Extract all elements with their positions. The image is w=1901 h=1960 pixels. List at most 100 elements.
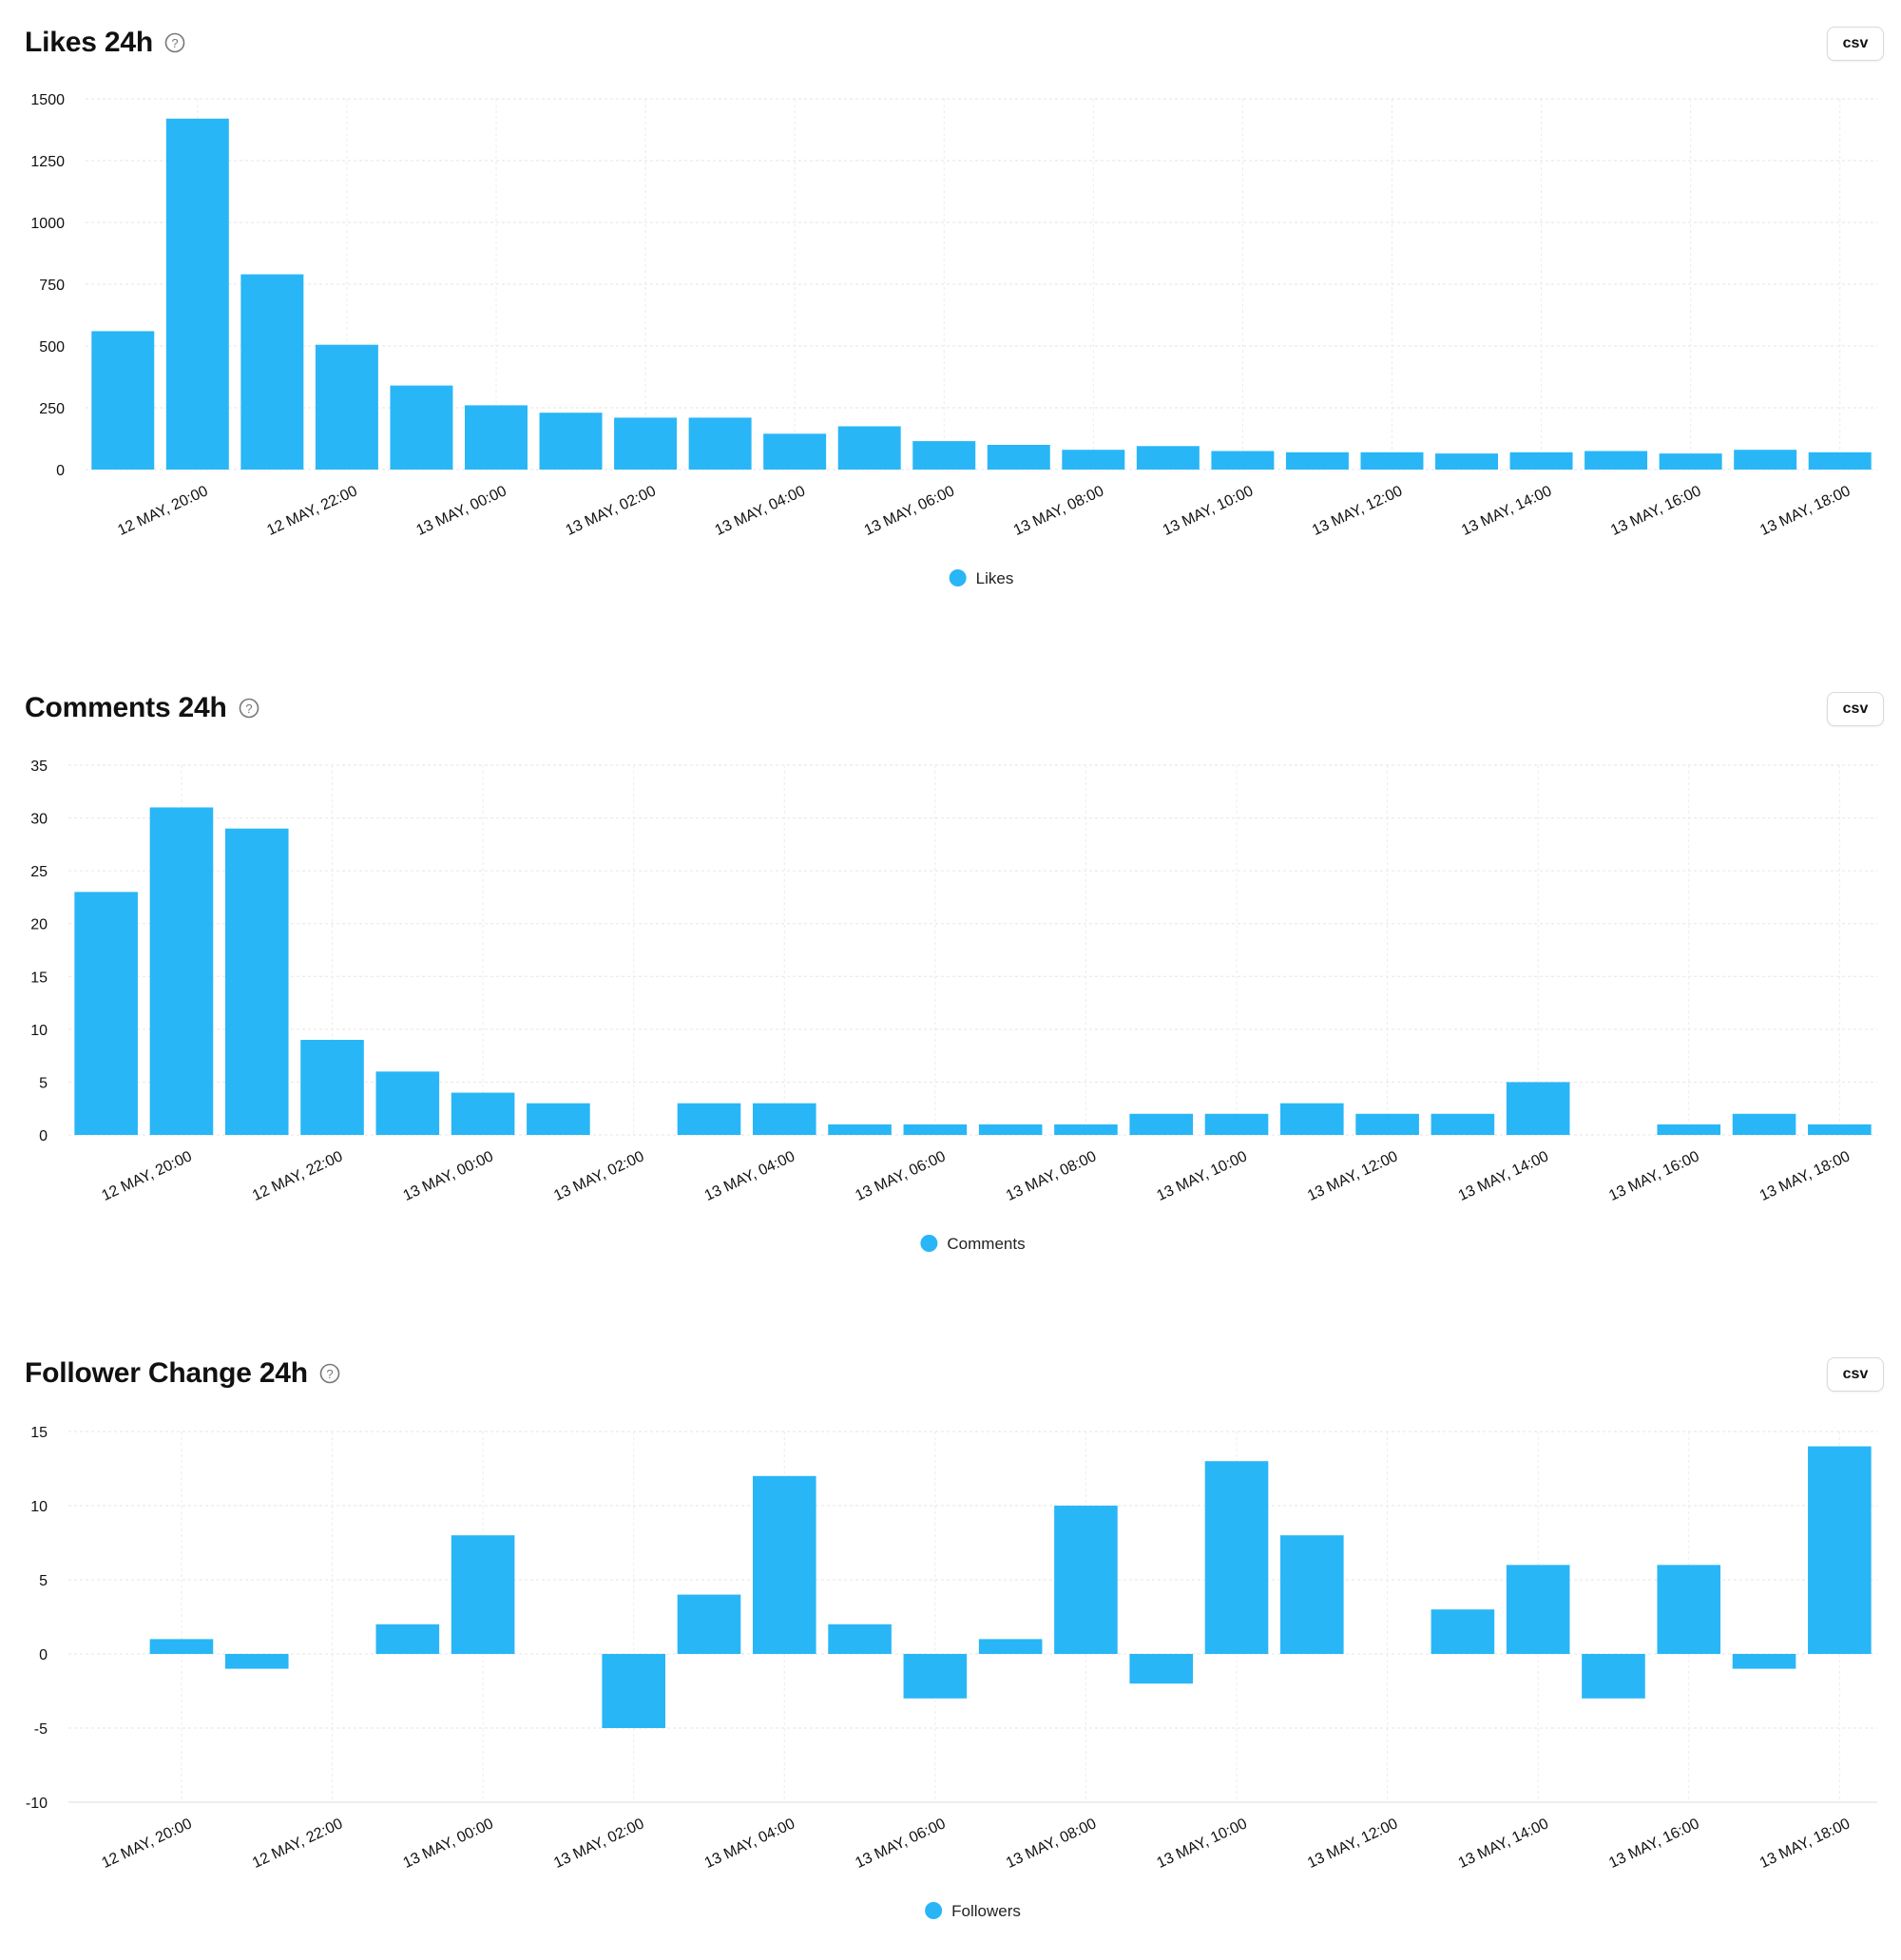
- bar[interactable]: [240, 274, 304, 470]
- csv-export-button[interactable]: csv: [1827, 1357, 1884, 1392]
- bar[interactable]: [752, 1103, 816, 1135]
- x-tick-label: 12 MAY, 22:00: [250, 1148, 345, 1204]
- x-tick-label: 13 MAY, 00:00: [401, 1816, 496, 1872]
- bar[interactable]: [1431, 1113, 1495, 1135]
- bar[interactable]: [1204, 1113, 1269, 1135]
- bar[interactable]: [1734, 450, 1797, 470]
- csv-export-button[interactable]: csv: [1827, 27, 1884, 61]
- bar[interactable]: [912, 441, 976, 470]
- bar[interactable]: [74, 892, 138, 1135]
- csv-export-button[interactable]: csv: [1827, 692, 1884, 726]
- svg-text:?: ?: [171, 36, 178, 50]
- bar[interactable]: [1431, 1609, 1495, 1654]
- bar[interactable]: [149, 1639, 214, 1654]
- bar[interactable]: [752, 1475, 816, 1654]
- bar[interactable]: [978, 1124, 1043, 1135]
- x-tick-label: 13 MAY, 16:00: [1606, 1148, 1701, 1204]
- x-tick-label: 13 MAY, 18:00: [1757, 483, 1853, 539]
- bar[interactable]: [224, 828, 289, 1135]
- bar[interactable]: [1204, 1461, 1269, 1654]
- bar[interactable]: [1129, 1113, 1194, 1135]
- x-tick-label: 13 MAY, 12:00: [1305, 1148, 1400, 1204]
- bar[interactable]: [1054, 1506, 1118, 1654]
- bar[interactable]: [1732, 1113, 1796, 1135]
- bar[interactable]: [464, 405, 528, 470]
- bar[interactable]: [978, 1639, 1043, 1654]
- bar[interactable]: [1211, 451, 1275, 471]
- y-tick-label: 20: [30, 917, 48, 933]
- bar[interactable]: [149, 807, 214, 1135]
- legend-label: Followers: [951, 1902, 1021, 1920]
- bar[interactable]: [315, 344, 378, 470]
- bar[interactable]: [1657, 1124, 1721, 1135]
- bar[interactable]: [375, 1071, 440, 1135]
- bar[interactable]: [1285, 452, 1349, 470]
- bar[interactable]: [828, 1124, 892, 1135]
- bar[interactable]: [451, 1535, 515, 1654]
- bar[interactable]: [1808, 452, 1872, 470]
- legend[interactable]: Likes: [949, 569, 1014, 587]
- bar[interactable]: [527, 1103, 590, 1135]
- bar[interactable]: [1584, 451, 1648, 471]
- x-tick-label: 13 MAY, 10:00: [1161, 483, 1256, 539]
- bar[interactable]: [539, 413, 603, 470]
- bar[interactable]: [451, 1092, 515, 1135]
- bar[interactable]: [1506, 1082, 1570, 1135]
- bar[interactable]: [1435, 453, 1499, 470]
- bar[interactable]: [837, 426, 901, 471]
- bar[interactable]: [1136, 446, 1200, 470]
- bar[interactable]: [828, 1624, 892, 1654]
- bar[interactable]: [677, 1594, 741, 1654]
- bar[interactable]: [1054, 1124, 1118, 1135]
- y-tick-label: -5: [34, 1721, 48, 1738]
- bar[interactable]: [91, 331, 155, 470]
- svg-text:?: ?: [245, 701, 252, 716]
- y-tick-label: 0: [39, 1128, 48, 1144]
- x-tick-label: 12 MAY, 20:00: [115, 483, 210, 539]
- bar[interactable]: [1280, 1103, 1344, 1135]
- help-icon[interactable]: ?: [319, 1363, 340, 1384]
- bar[interactable]: [390, 385, 453, 470]
- legend[interactable]: Comments: [920, 1235, 1026, 1253]
- bar[interactable]: [224, 1654, 289, 1669]
- bar[interactable]: [688, 417, 752, 470]
- bar[interactable]: [614, 417, 678, 470]
- bar[interactable]: [1659, 453, 1722, 470]
- x-tick-label: 13 MAY, 08:00: [1004, 1148, 1099, 1204]
- bar[interactable]: [1657, 1565, 1721, 1654]
- bar[interactable]: [1360, 452, 1424, 470]
- bar[interactable]: [1280, 1535, 1344, 1654]
- x-tick-label: 13 MAY, 06:00: [862, 483, 957, 539]
- y-tick-label: 25: [30, 864, 48, 880]
- bar[interactable]: [165, 118, 229, 471]
- y-tick-label: 1000: [30, 216, 65, 232]
- bar[interactable]: [375, 1624, 440, 1654]
- bar[interactable]: [903, 1124, 968, 1135]
- bar[interactable]: [1355, 1113, 1419, 1135]
- bar[interactable]: [602, 1654, 665, 1728]
- bar[interactable]: [1509, 452, 1573, 470]
- comments-panel: Comments 24h ? csv 0 5 10 15 20 25 30 35 12 MAY,…: [0, 665, 1901, 1321]
- help-icon[interactable]: ?: [164, 32, 185, 53]
- bar[interactable]: [1129, 1654, 1194, 1684]
- x-tick-label: 13 MAY, 00:00: [414, 483, 509, 539]
- bar[interactable]: [903, 1654, 968, 1699]
- x-tick-label: 12 MAY, 22:00: [264, 483, 359, 539]
- bar[interactable]: [1808, 1446, 1872, 1654]
- help-icon[interactable]: ?: [239, 698, 259, 719]
- legend[interactable]: Followers: [925, 1902, 1021, 1920]
- bar[interactable]: [1732, 1654, 1796, 1669]
- x-tick-label: 13 MAY, 02:00: [564, 483, 659, 539]
- bar[interactable]: [677, 1103, 741, 1135]
- x-tick-label: 13 MAY, 14:00: [1456, 1148, 1551, 1204]
- bar[interactable]: [987, 445, 1050, 470]
- bar[interactable]: [1808, 1124, 1872, 1135]
- x-tick-label: 13 MAY, 16:00: [1608, 483, 1703, 539]
- bar[interactable]: [300, 1039, 364, 1135]
- bar[interactable]: [1062, 450, 1125, 470]
- bar[interactable]: [1506, 1565, 1570, 1654]
- bar[interactable]: [1582, 1654, 1645, 1699]
- bar[interactable]: [763, 433, 827, 470]
- legend-label: Comments: [947, 1235, 1025, 1253]
- x-tick-label: 13 MAY, 04:00: [713, 483, 808, 539]
